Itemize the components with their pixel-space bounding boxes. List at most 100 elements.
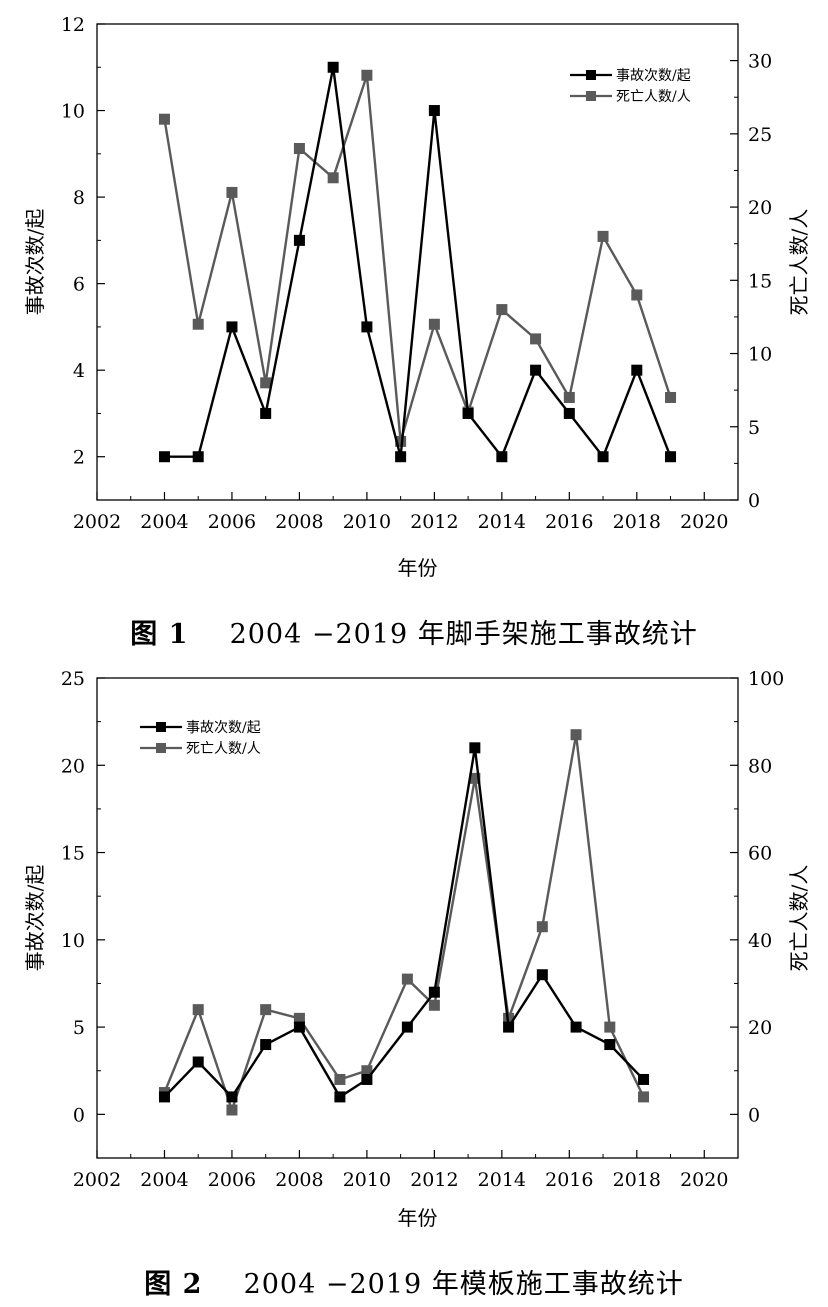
- data-point-accidents: [530, 364, 542, 376]
- y-tick-label: 20: [61, 755, 85, 777]
- y-tick-label: 10: [61, 101, 85, 123]
- figure-2-title: 2004 −2019 年模板施工事故统计: [243, 1269, 684, 1300]
- data-point-accidents: [334, 1091, 346, 1103]
- data-point-accidents: [260, 407, 272, 419]
- data-point-deaths: [260, 1004, 272, 1016]
- legend-label: 事故次数/起: [186, 720, 261, 736]
- y-tick-label: 10: [61, 930, 85, 952]
- y-tick-label: 4: [73, 360, 85, 382]
- data-point-deaths: [226, 1104, 238, 1116]
- y2-tick-label: 40: [748, 930, 772, 952]
- series-line-accidents: [164, 67, 672, 460]
- data-point-deaths: [665, 391, 677, 403]
- legend-marker: [156, 722, 166, 732]
- y2-axis-title: 死亡人数/人: [787, 865, 811, 972]
- data-point-accidents: [361, 1073, 373, 1085]
- y2-tick-label: 5: [748, 417, 760, 439]
- y2-tick-label: 60: [748, 843, 772, 865]
- data-point-deaths: [570, 729, 582, 741]
- y-tick-label: 6: [73, 274, 85, 296]
- data-point-accidents: [428, 105, 440, 117]
- data-point-deaths: [496, 304, 508, 316]
- data-point-accidents: [293, 234, 305, 246]
- data-point-accidents: [260, 1039, 272, 1051]
- data-point-accidents: [536, 969, 548, 981]
- legend-marker: [586, 91, 596, 101]
- chart-1-scaffolding: 2002 2004 2006 2008 2010 2012 2014 2016 2018 2020…: [23, 14, 811, 580]
- figure-1-label: 图 1: [130, 619, 189, 650]
- x-tick-label: 2018: [613, 511, 661, 533]
- legend-label: 死亡人数/人: [616, 89, 691, 105]
- y-tick-label: 8: [73, 187, 85, 209]
- x-tick-label: 2006: [208, 511, 256, 533]
- data-point-deaths: [428, 318, 440, 330]
- chart-2-formwork: 2002 2004 2006 2008 2010 2012 2014 2016 2018 2020…: [23, 668, 811, 1230]
- series-line-deaths: [163, 74, 672, 442]
- data-point-accidents: [503, 1021, 515, 1033]
- data-point-accidents: [361, 321, 373, 333]
- data-point-deaths: [597, 230, 609, 242]
- y-axis-title: 事故次数/起: [23, 865, 47, 972]
- data-point-accidents: [638, 1073, 650, 1085]
- y-tick-label: 15: [61, 843, 85, 865]
- legend-label: 死亡人数/人: [186, 741, 261, 757]
- data-point-deaths: [536, 921, 548, 933]
- data-point-deaths: [361, 1065, 373, 1077]
- figure-2-caption: 图 2 2004 −2019 年模板施工事故统计: [0, 1262, 828, 1301]
- y-tick-label: 12: [61, 14, 85, 36]
- data-point-accidents: [293, 1021, 305, 1033]
- data-point-deaths: [401, 973, 413, 985]
- x-tick-label: 2002: [73, 511, 121, 533]
- y2-axis-title: 死亡人数/人: [787, 209, 811, 316]
- legend-label: 事故次数/起: [616, 68, 691, 84]
- x-tick-label: 2020: [680, 1169, 728, 1191]
- data-point-accidents: [428, 986, 440, 998]
- legend-marker: [586, 70, 596, 80]
- x-tick-label: 2004: [140, 1169, 188, 1191]
- data-point-accidents: [665, 451, 677, 463]
- data-point-deaths: [293, 1012, 305, 1024]
- data-point-deaths: [226, 186, 238, 198]
- figure-1-title: 2004 −2019 年脚手架施工事故统计: [229, 619, 698, 650]
- y2-tick-label: 15: [748, 270, 772, 292]
- data-point-accidents: [496, 451, 508, 463]
- figure-1-caption: 图 1 2004 −2019 年脚手架施工事故统计: [0, 612, 828, 651]
- data-point-deaths: [428, 999, 440, 1011]
- data-point-accidents: [158, 451, 170, 463]
- data-point-deaths: [469, 772, 481, 784]
- y2-tick-label: 80: [748, 755, 772, 777]
- x-tick-label: 2002: [73, 1169, 121, 1191]
- y-tick-label: 5: [73, 1017, 85, 1039]
- y2-tick-label: 25: [748, 124, 772, 146]
- data-point-accidents: [462, 407, 474, 419]
- y2-tick-label: 100: [748, 668, 784, 690]
- x-tick-label: 2014: [478, 511, 526, 533]
- data-point-deaths: [631, 289, 643, 301]
- data-point-accidents: [226, 1091, 238, 1103]
- data-point-deaths: [361, 69, 373, 81]
- y2-tick-label: 20: [748, 197, 772, 219]
- figure-2-label: 图 2: [144, 1269, 203, 1300]
- data-point-deaths: [327, 172, 339, 184]
- data-point-accidents: [570, 1021, 582, 1033]
- data-point-accidents: [469, 742, 481, 754]
- x-tick-label: 2004: [140, 511, 188, 533]
- data-point-accidents: [604, 1039, 616, 1051]
- data-point-deaths: [530, 333, 542, 345]
- x-tick-label: 2012: [410, 511, 458, 533]
- data-point-accidents: [563, 407, 575, 419]
- x-tick-label: 2008: [275, 511, 323, 533]
- data-point-accidents: [192, 1056, 204, 1068]
- x-tick-label: 2018: [613, 1169, 661, 1191]
- data-point-deaths: [638, 1091, 650, 1103]
- data-point-accidents: [327, 61, 339, 73]
- y-tick-label: 2: [73, 447, 85, 469]
- data-point-accidents: [631, 364, 643, 376]
- x-tick-label: 2016: [545, 511, 593, 533]
- y2-tick-label: 20: [748, 1017, 772, 1039]
- data-point-accidents: [226, 321, 238, 333]
- y-tick-label: 0: [73, 1104, 85, 1126]
- data-point-deaths: [395, 435, 407, 447]
- series-line-deaths: [163, 734, 645, 1114]
